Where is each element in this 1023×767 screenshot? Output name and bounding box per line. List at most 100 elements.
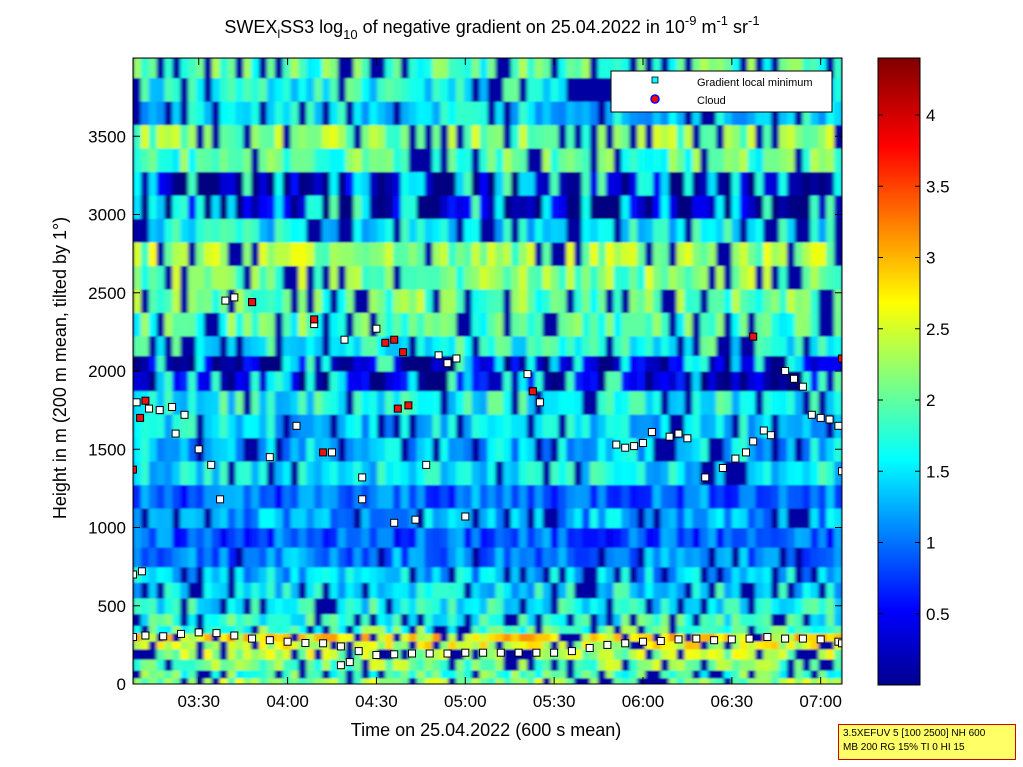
cloud-point <box>393 404 402 413</box>
heatmap-cell <box>164 390 173 415</box>
heatmap-cell <box>385 101 394 126</box>
gradient-minimum-point <box>816 635 825 644</box>
heatmap-cell <box>172 633 181 642</box>
heatmap-cell <box>424 218 433 243</box>
heatmap-cell <box>156 582 166 599</box>
heatmap-cell <box>660 641 670 650</box>
heatmap-cell <box>385 371 394 392</box>
heatmap-cell <box>235 218 244 243</box>
heatmap-cell <box>133 461 142 486</box>
heatmap-cell <box>700 101 709 126</box>
heatmap-cell <box>495 484 504 509</box>
heatmap-cell <box>290 527 300 548</box>
heatmap-cell <box>456 148 465 173</box>
colorbar-ticks: 0.511.522.533.54 <box>878 106 950 624</box>
heatmap-cell <box>298 288 307 313</box>
heatmap-cell <box>156 265 166 290</box>
heatmap-cell <box>668 547 678 568</box>
heatmap-cell <box>164 669 173 679</box>
heatmap-cell <box>676 124 686 149</box>
heatmap-cell <box>345 288 355 313</box>
heatmap-cell <box>361 677 370 684</box>
heatmap-cell <box>802 507 812 529</box>
heatmap-cell <box>716 355 725 372</box>
heatmap-cell <box>534 641 544 650</box>
heatmap-cell <box>448 507 457 529</box>
gradient-minimum-point <box>345 658 354 667</box>
heatmap-cell <box>203 148 213 173</box>
heatmap-cell <box>534 582 544 599</box>
heatmap-cell <box>424 335 433 356</box>
heatmap-cell <box>495 124 504 149</box>
cloud-point <box>136 413 145 422</box>
heatmap-cell <box>802 371 812 392</box>
heatmap-cell <box>826 641 835 650</box>
heatmap-cell <box>471 625 481 634</box>
heatmap-cell <box>794 371 804 392</box>
heatmap-cell <box>589 241 599 266</box>
heatmap-cell <box>479 669 489 679</box>
heatmap-cell <box>188 371 197 392</box>
heatmap-cell <box>219 613 229 626</box>
heatmap-cell <box>755 625 764 634</box>
heatmap-cell <box>400 625 410 634</box>
gradient-minimum-point <box>155 406 164 415</box>
heatmap-cell <box>274 625 284 634</box>
heatmap-cell <box>432 77 441 102</box>
heatmap-cell <box>495 659 504 671</box>
heatmap-cell <box>345 77 355 102</box>
heatmap-cell <box>637 148 646 173</box>
heatmap-cell <box>834 77 842 102</box>
heatmap-cell <box>337 371 347 392</box>
heatmap-cell <box>708 484 717 509</box>
heatmap-cell <box>251 414 260 439</box>
heatmap-cell <box>763 371 772 392</box>
gradient-minimum-point <box>461 512 470 521</box>
heatmap-cell <box>140 677 150 684</box>
heatmap-cell <box>172 288 181 313</box>
heatmap-cell <box>511 507 520 529</box>
heatmap-cell <box>463 148 473 173</box>
heatmap-cell <box>424 484 433 509</box>
heatmap-cell <box>574 613 583 626</box>
heatmap-cell <box>676 241 686 266</box>
heatmap-cell <box>227 582 236 599</box>
heatmap-cell <box>723 171 733 196</box>
heatmap-cell <box>479 633 489 642</box>
heatmap-cell <box>731 437 741 462</box>
heatmap-cell <box>660 484 670 509</box>
heatmap-cell <box>534 527 544 548</box>
heatmap-cell <box>660 461 670 486</box>
heatmap-cell <box>274 582 284 599</box>
heatmap-cell <box>369 633 378 642</box>
heatmap-cell <box>810 371 819 392</box>
heatmap-cell <box>574 194 583 219</box>
heatmap-cell <box>424 582 433 599</box>
heatmap-cell <box>298 484 307 509</box>
heatmap-cell <box>416 461 426 486</box>
heatmap-cell <box>337 461 347 486</box>
heatmap-cell <box>818 124 827 149</box>
heatmap-cell <box>408 547 418 568</box>
heatmap-cell <box>589 597 599 615</box>
heatmap-cell <box>550 101 559 126</box>
heatmap-cell <box>747 355 756 372</box>
heatmap-cell <box>763 582 772 599</box>
heatmap-cell <box>282 677 292 684</box>
heatmap-cell <box>369 312 378 337</box>
heatmap-cell <box>511 527 520 548</box>
heatmap-cell <box>314 58 323 79</box>
heatmap-cell <box>329 390 339 415</box>
heatmap-cell <box>345 265 355 290</box>
heatmap-cell <box>779 597 788 615</box>
heatmap-cell <box>211 597 221 615</box>
heatmap-cell <box>708 171 717 196</box>
heatmap-cell <box>235 101 244 126</box>
heatmap-cell <box>227 77 236 102</box>
heatmap-cell <box>660 390 670 415</box>
heatmap-cell <box>645 101 654 126</box>
heatmap-cell <box>329 194 339 219</box>
heatmap-cell <box>747 124 756 149</box>
heatmap-cell <box>716 597 725 615</box>
heatmap-cell <box>196 669 205 679</box>
